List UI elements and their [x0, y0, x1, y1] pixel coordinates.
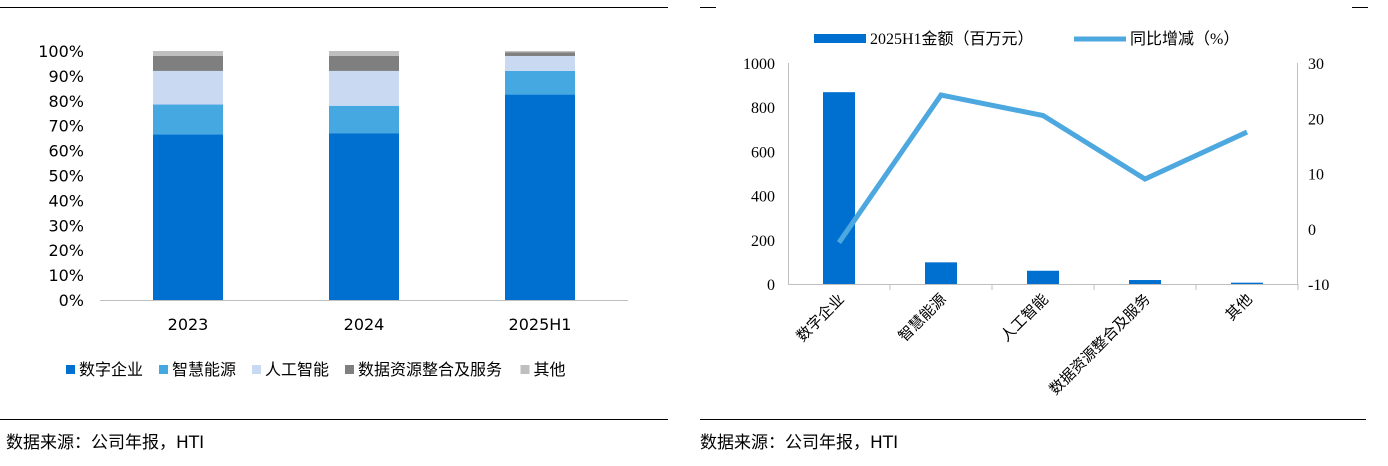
y-right-tick-label: 20 [1308, 111, 1324, 128]
y-tick-label: 80% [48, 92, 84, 111]
y-right-tick-label: 30 [1308, 56, 1324, 73]
y-tick-label: 30% [48, 216, 84, 235]
bar-segment [329, 70, 399, 106]
bar-segment [329, 133, 399, 300]
bar-segment [153, 55, 223, 71]
x-tick-label: 2024 [344, 315, 385, 334]
y-tick-label: 90% [48, 67, 84, 86]
legend-label: 数据资源整合及服务 [358, 360, 502, 379]
growth-line [836, 92, 1249, 244]
legend-label: 数字企业 [79, 360, 143, 379]
right-top-rule-a [700, 7, 716, 8]
y-tick-label: 50% [48, 167, 84, 186]
legend-label: 其他 [534, 360, 566, 379]
bar [1027, 270, 1059, 284]
y-tick-label: 20% [48, 241, 84, 260]
bar-segment [329, 51, 399, 56]
y-left-tick-label: 800 [751, 100, 775, 117]
legend-swatch [66, 365, 75, 374]
legend-swatch [345, 365, 354, 374]
amount-and-growth-chart: 2025H1金额（百万元） 同比增减（%）02004006008001000-10… [743, 30, 1329, 398]
y-left-tick-label: 1000 [743, 56, 775, 73]
bar-segment [329, 105, 399, 134]
legend-swatch [159, 365, 168, 374]
y-left-tick-label: 0 [767, 277, 775, 294]
bar [925, 262, 957, 284]
y-tick-label: 70% [48, 117, 84, 136]
x-tick-label: 2025H1 [509, 315, 572, 334]
bar-segment [505, 94, 575, 300]
bar-segment [153, 70, 223, 105]
bar-segment [329, 55, 399, 71]
y-tick-label: 60% [48, 142, 84, 161]
y-tick-label: 100% [38, 42, 84, 61]
left-source-note: 数据来源：公司年报，HTI [6, 433, 205, 453]
y-left-tick-label: 600 [751, 144, 775, 161]
y-tick-label: 10% [48, 266, 84, 285]
bar-segment [153, 51, 223, 56]
right-source-note: 数据来源：公司年报，HTI [700, 433, 899, 453]
bar-segment [153, 134, 223, 300]
y-tick-label: 0% [59, 291, 84, 310]
x-tick-label: 智慧能源 [895, 290, 950, 345]
bar-segment [505, 70, 575, 95]
x-tick-label: 数据资源整合及服务 [1046, 290, 1154, 398]
x-tick-label: 2023 [168, 315, 209, 334]
x-tick-label: 人工智能 [997, 290, 1052, 345]
legend-swatch [252, 365, 261, 374]
bar [823, 92, 855, 284]
right-top-rule-b [1352, 7, 1368, 8]
x-tick-label: 数字企业 [793, 290, 848, 345]
y-right-tick-label: -10 [1308, 277, 1329, 294]
bar-segment [505, 51, 575, 53]
y-left-tick-label: 200 [751, 233, 775, 250]
right-bottom-rule [700, 419, 1366, 420]
bar-segment [505, 55, 575, 71]
legend-label: 同比增减（%） [1130, 30, 1239, 48]
bar [1129, 280, 1161, 284]
bar-segment [153, 104, 223, 135]
y-right-tick-label: 0 [1308, 222, 1316, 239]
y-left-tick-label: 400 [751, 189, 775, 206]
y-right-tick-label: 10 [1308, 167, 1324, 184]
x-tick-label: 其他 [1222, 290, 1256, 324]
left-top-rule [0, 7, 668, 8]
legend-label: 人工智能 [265, 360, 329, 379]
stacked-percent-bar-chart: 0% 10% 20% 30% 40% 50% 60% 70% 80% 90% 100% 2023 202… [38, 42, 628, 379]
left-bottom-rule [0, 419, 668, 420]
y-tick-label: 40% [48, 191, 84, 210]
legend-label: 智慧能源 [172, 360, 236, 379]
bar [1231, 282, 1263, 284]
bar-segment [505, 52, 575, 56]
legend-swatch-bar [814, 34, 866, 43]
legend-label: 2025H1金额（百万元） [870, 30, 1034, 48]
legend-swatch [520, 365, 530, 374]
